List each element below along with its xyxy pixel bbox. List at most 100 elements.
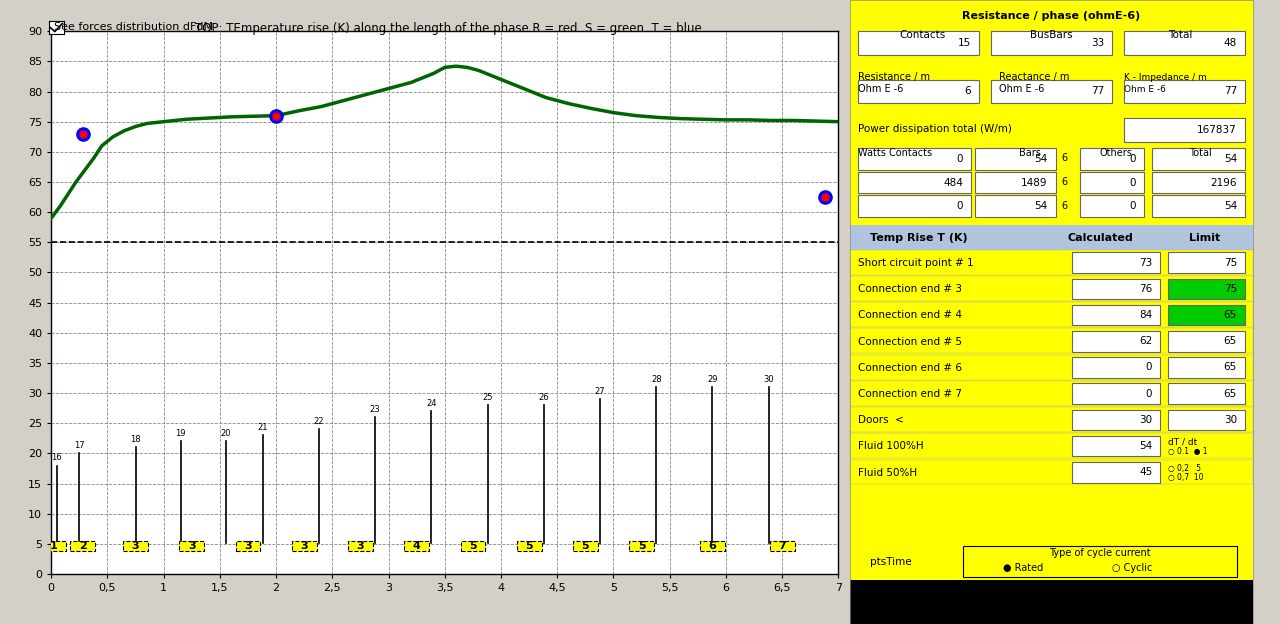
Text: 3: 3	[188, 541, 196, 551]
FancyBboxPatch shape	[1071, 305, 1161, 325]
FancyBboxPatch shape	[850, 580, 1253, 624]
Text: 75: 75	[1224, 284, 1236, 294]
Text: 65: 65	[1224, 336, 1236, 346]
Text: 77: 77	[1224, 87, 1236, 97]
Text: Limit: Limit	[1189, 233, 1220, 243]
FancyBboxPatch shape	[858, 80, 979, 104]
Text: K - Impedance / m: K - Impedance / m	[1124, 73, 1207, 82]
Text: 73: 73	[1139, 258, 1152, 268]
FancyBboxPatch shape	[850, 459, 1253, 484]
Text: 484: 484	[943, 177, 963, 188]
FancyBboxPatch shape	[404, 541, 429, 551]
Text: Reactance / m: Reactance / m	[1000, 72, 1070, 82]
Text: 19: 19	[175, 429, 186, 438]
FancyBboxPatch shape	[1152, 148, 1245, 170]
Text: 77: 77	[1091, 87, 1103, 97]
Text: 15: 15	[957, 38, 972, 48]
FancyBboxPatch shape	[858, 31, 979, 55]
FancyBboxPatch shape	[850, 302, 1253, 327]
FancyBboxPatch shape	[1169, 278, 1245, 299]
Text: 17: 17	[74, 441, 84, 451]
Text: Total: Total	[1189, 148, 1211, 158]
Text: 5: 5	[468, 541, 476, 551]
Text: Ohm E -6: Ohm E -6	[1000, 84, 1044, 94]
Text: Bars: Bars	[1019, 148, 1041, 158]
Text: Connection end # 7: Connection end # 7	[858, 389, 963, 399]
Text: 22: 22	[314, 417, 324, 426]
Text: 33: 33	[1091, 38, 1103, 48]
FancyBboxPatch shape	[991, 80, 1112, 104]
Text: 0: 0	[956, 154, 963, 164]
FancyBboxPatch shape	[975, 195, 1056, 217]
Text: 16: 16	[51, 454, 63, 462]
FancyBboxPatch shape	[179, 541, 204, 551]
Text: Ohm E -6: Ohm E -6	[1124, 85, 1166, 94]
FancyBboxPatch shape	[1169, 409, 1245, 430]
Text: 54: 54	[1224, 154, 1236, 164]
Text: 1489: 1489	[1021, 177, 1047, 188]
Text: 26: 26	[539, 393, 549, 402]
Text: Doors  <: Doors <	[858, 415, 904, 425]
Text: 54: 54	[1034, 201, 1047, 212]
FancyBboxPatch shape	[517, 541, 541, 551]
FancyBboxPatch shape	[850, 354, 1253, 379]
FancyBboxPatch shape	[1169, 252, 1245, 273]
Text: 29: 29	[707, 375, 718, 384]
FancyBboxPatch shape	[858, 195, 972, 217]
Text: 6: 6	[1061, 154, 1068, 163]
FancyBboxPatch shape	[850, 276, 1253, 301]
FancyBboxPatch shape	[1071, 331, 1161, 351]
FancyBboxPatch shape	[1080, 195, 1144, 217]
FancyBboxPatch shape	[975, 172, 1056, 193]
FancyBboxPatch shape	[348, 541, 372, 551]
Text: 48: 48	[1224, 38, 1236, 48]
Text: 65: 65	[1224, 389, 1236, 399]
Text: 0: 0	[956, 201, 963, 212]
Text: 3: 3	[301, 541, 308, 551]
Text: 1: 1	[50, 541, 58, 551]
FancyBboxPatch shape	[630, 541, 654, 551]
FancyBboxPatch shape	[1071, 462, 1161, 482]
Text: 2196: 2196	[1211, 177, 1236, 188]
Text: Temp Rise T (K): Temp Rise T (K)	[870, 233, 968, 243]
FancyBboxPatch shape	[236, 541, 260, 551]
Text: 54: 54	[1139, 441, 1152, 451]
Text: ○ 0,2   5: ○ 0,2 5	[1169, 464, 1202, 473]
Text: Total: Total	[1169, 29, 1193, 39]
FancyBboxPatch shape	[1169, 331, 1245, 351]
Text: Fluid 50%H: Fluid 50%H	[858, 467, 916, 477]
FancyBboxPatch shape	[858, 172, 972, 193]
Text: 3: 3	[357, 541, 365, 551]
Text: 0: 0	[1146, 389, 1152, 399]
FancyBboxPatch shape	[123, 541, 148, 551]
FancyBboxPatch shape	[1071, 409, 1161, 430]
Text: 62: 62	[1139, 336, 1152, 346]
FancyBboxPatch shape	[1080, 148, 1144, 170]
FancyBboxPatch shape	[1071, 357, 1161, 378]
Text: Type of cycle current: Type of cycle current	[1050, 548, 1151, 558]
Text: ○ 0.1  ● 1: ○ 0.1 ● 1	[1169, 447, 1208, 456]
Text: 65: 65	[1224, 363, 1236, 373]
Text: 4: 4	[412, 541, 421, 551]
Text: 2: 2	[79, 541, 87, 551]
Text: Fluid 100%H: Fluid 100%H	[858, 441, 924, 451]
Text: ptsTime: ptsTime	[870, 557, 911, 567]
Text: Short circuit point # 1: Short circuit point # 1	[858, 258, 974, 268]
FancyBboxPatch shape	[991, 31, 1112, 55]
Text: 54: 54	[1034, 154, 1047, 164]
Text: 76: 76	[1139, 284, 1152, 294]
FancyBboxPatch shape	[850, 433, 1253, 458]
Text: 20: 20	[220, 429, 230, 438]
Text: Watts Contacts: Watts Contacts	[858, 148, 932, 158]
FancyBboxPatch shape	[975, 148, 1056, 170]
Text: 0: 0	[1130, 201, 1137, 212]
Text: 30: 30	[1224, 415, 1236, 425]
Text: 28: 28	[652, 375, 662, 384]
Text: 25: 25	[483, 393, 493, 402]
Text: Connection end # 3: Connection end # 3	[858, 284, 963, 294]
FancyBboxPatch shape	[1152, 195, 1245, 217]
Text: Resistance / phase (ohmE-6): Resistance / phase (ohmE-6)	[963, 11, 1140, 21]
Text: ● Rated: ● Rated	[1004, 563, 1043, 573]
FancyBboxPatch shape	[1124, 80, 1245, 104]
Text: Resistance / m: Resistance / m	[858, 72, 931, 82]
